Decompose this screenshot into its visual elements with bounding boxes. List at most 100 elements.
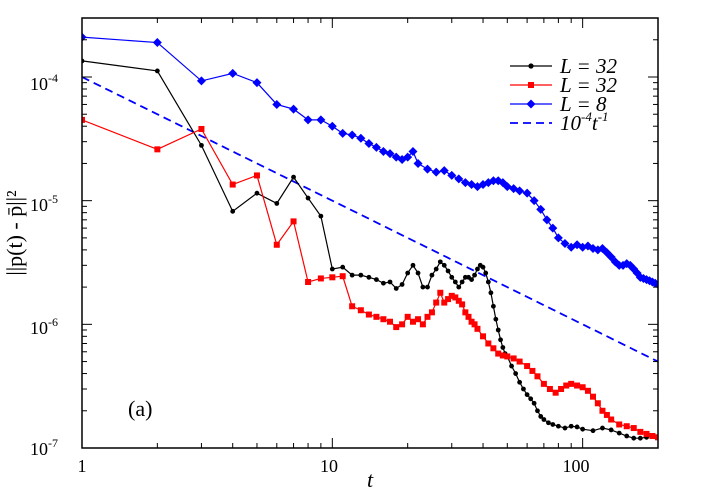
data-point <box>408 146 418 156</box>
data-point <box>504 353 511 360</box>
data-point <box>338 128 348 138</box>
data-point <box>428 309 435 316</box>
x-tick-label: 1 <box>78 456 87 476</box>
data-point <box>637 428 644 435</box>
data-point <box>509 363 514 369</box>
data-point <box>371 142 381 152</box>
data-point <box>529 196 539 206</box>
data-point <box>452 279 458 285</box>
data-point <box>465 313 472 320</box>
data-point <box>521 386 526 392</box>
data-point <box>471 321 478 328</box>
data-point <box>499 352 506 359</box>
data-point <box>366 274 372 280</box>
data-point <box>381 280 386 286</box>
data-point <box>536 204 546 214</box>
data-point <box>404 313 411 320</box>
data-point <box>599 407 606 414</box>
legend-label: L = 32 <box>559 73 617 97</box>
data-point <box>154 68 160 74</box>
data-point <box>405 270 411 276</box>
data-point <box>590 428 596 434</box>
data-point <box>524 363 531 370</box>
data-point <box>424 313 431 320</box>
legend-marker <box>528 82 534 88</box>
data-point <box>380 316 387 323</box>
data-point <box>602 248 612 258</box>
data-point <box>608 427 614 433</box>
data-point <box>472 272 477 278</box>
data-point <box>347 130 357 140</box>
data-point <box>449 274 455 280</box>
data-point <box>364 138 374 148</box>
plot-frame <box>81 17 659 449</box>
data-point <box>365 311 372 318</box>
data-point <box>459 279 465 285</box>
data-point <box>538 414 544 419</box>
data-point <box>327 121 337 131</box>
data-point <box>498 337 503 343</box>
data-point <box>441 262 447 268</box>
data-point <box>273 241 280 248</box>
data-point <box>649 433 656 440</box>
series-2 <box>82 116 658 441</box>
data-point <box>419 321 426 328</box>
data-point <box>483 270 489 276</box>
data-point <box>580 426 586 432</box>
legend-marker <box>528 63 534 69</box>
data-point <box>531 400 537 406</box>
data-point <box>568 380 575 387</box>
data-point <box>415 270 421 276</box>
data-point <box>393 286 399 291</box>
data-point <box>560 239 570 249</box>
data-point <box>630 425 637 432</box>
data-point <box>420 284 426 290</box>
data-point <box>448 292 455 299</box>
data-point <box>495 350 502 357</box>
data-point <box>274 201 280 206</box>
data-point <box>433 266 439 272</box>
data-point <box>152 38 162 48</box>
data-point <box>439 166 449 176</box>
data-point <box>452 294 459 301</box>
data-point <box>574 382 581 389</box>
data-point <box>600 425 605 431</box>
data-point <box>349 303 356 310</box>
legend-label: L = 8 <box>559 92 607 116</box>
data-point <box>553 233 563 243</box>
data-point <box>616 430 622 436</box>
data-point <box>488 290 494 296</box>
data-point <box>229 181 236 188</box>
data-point <box>590 393 597 400</box>
legend: L = 32 L = 32 L = 8 10-4t-1 <box>510 54 617 135</box>
data-point <box>437 259 443 265</box>
data-point <box>454 174 464 184</box>
legend-marker <box>526 99 536 109</box>
data-point <box>329 266 335 272</box>
data-point <box>447 170 457 180</box>
data-point <box>616 421 623 428</box>
data-point <box>480 264 486 270</box>
x-tick-label: 10 <box>320 456 338 476</box>
panel-annotation: (a) <box>128 396 152 421</box>
data-point <box>305 278 312 285</box>
data-point <box>500 345 506 350</box>
data-point <box>82 116 85 123</box>
data-point <box>535 408 540 414</box>
data-point <box>562 425 568 431</box>
data-point <box>387 279 393 285</box>
data-point <box>524 392 530 398</box>
data-point <box>445 296 452 303</box>
data-point <box>291 174 296 180</box>
data-point <box>579 384 586 391</box>
data-point <box>510 355 517 362</box>
data-point <box>317 275 324 282</box>
data-point <box>522 188 532 198</box>
data-point <box>550 422 556 427</box>
data-point <box>387 318 394 325</box>
y-tick-label: 10-7 <box>30 436 58 459</box>
data-point <box>329 274 336 281</box>
data-point <box>399 321 406 328</box>
x-tick-label: 100 <box>563 456 590 476</box>
